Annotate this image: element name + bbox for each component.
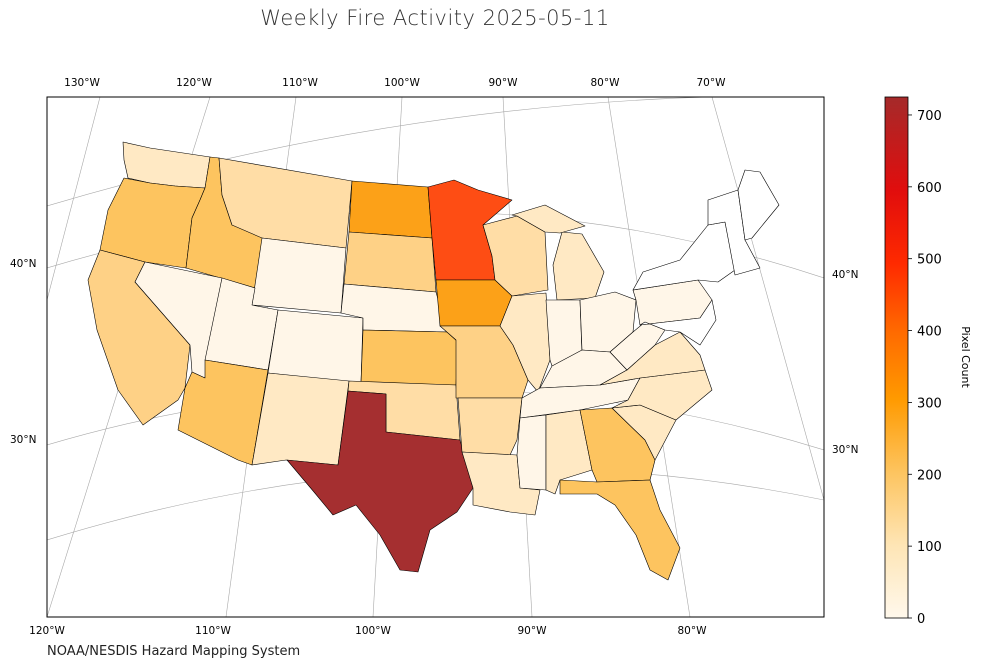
bottom-lon-label: 80°W	[678, 625, 708, 637]
top-lon-labels: 130°W 120°W 110°W 100°W 90°W 80°W 70°W	[64, 77, 726, 89]
colorbar-ticks: 0 100 200 300 400 500 600 700	[908, 109, 942, 627]
colorbar-tick-label: 300	[917, 396, 942, 411]
bottom-lon-label: 100°W	[355, 625, 391, 637]
left-lat-label: 40°N	[10, 258, 36, 270]
state-nd	[348, 180, 433, 239]
state-new-england	[707, 189, 761, 276]
state-sd	[343, 231, 437, 293]
state-me	[737, 169, 780, 241]
state-md-de-nj	[639, 299, 717, 346]
state-mi	[552, 231, 605, 301]
state-ar	[457, 397, 523, 456]
states-layer	[87, 141, 780, 581]
right-lat-labels: 40°N 30°N	[832, 269, 858, 456]
state-ks	[360, 329, 459, 386]
state-wy	[251, 237, 347, 314]
state-mi-up	[511, 204, 586, 234]
colorbar-tick-label: 0	[917, 612, 925, 627]
colorbar-tick-label: 600	[917, 181, 942, 196]
colorbar-label: Pixel Count	[959, 326, 972, 388]
state-ia	[435, 279, 513, 327]
top-lon-label: 80°W	[591, 77, 621, 89]
state-az	[177, 359, 269, 466]
colorbar-tick-label: 500	[917, 253, 942, 268]
colorbar-gradient	[884, 96, 909, 619]
map-frame	[46, 96, 825, 618]
bottom-lon-label: 110°W	[195, 625, 231, 637]
top-lon-label: 100°W	[384, 77, 420, 89]
colorbar-tick-label: 400	[917, 325, 942, 340]
top-lon-label: 70°W	[697, 77, 727, 89]
state-tx	[286, 390, 474, 573]
bottom-lon-label: 120°W	[29, 625, 65, 637]
top-lon-label: 130°W	[64, 77, 100, 89]
bottom-lon-labels: 120°W 110°W 100°W 90°W 80°W	[29, 625, 707, 637]
colorbar-tick-label: 700	[917, 109, 942, 124]
colorbar-tick-label: 100	[917, 540, 942, 555]
left-lat-labels: 40°N 30°N	[10, 258, 36, 446]
colorbar: 0 100 200 300 400 500 600 700 Pixel Count	[884, 96, 972, 627]
top-lon-label: 110°W	[282, 77, 318, 89]
right-lat-label: 30°N	[832, 444, 858, 456]
top-lon-label: 120°W	[176, 77, 212, 89]
right-lat-label: 40°N	[832, 269, 858, 281]
credit-text: NOAA/NESDIS Hazard Mapping System	[47, 644, 301, 659]
state-nm	[251, 372, 350, 466]
state-ny	[632, 221, 736, 291]
bottom-lon-label: 90°W	[518, 625, 548, 637]
map-title: Weekly Fire Activity 2025-05-11	[260, 6, 610, 30]
left-lat-label: 30°N	[10, 434, 36, 446]
colorbar-tick-label: 200	[917, 468, 942, 483]
state-ms	[516, 414, 547, 491]
top-lon-label: 90°W	[489, 77, 519, 89]
state-fl	[559, 479, 681, 581]
state-co	[267, 309, 364, 384]
